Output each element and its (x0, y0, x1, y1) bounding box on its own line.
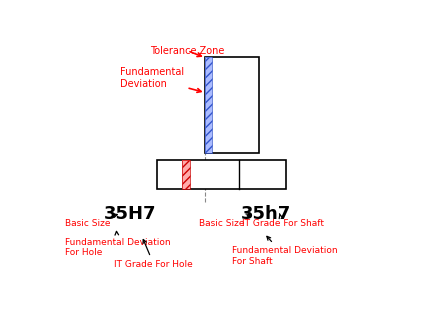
Text: IT Grade For Hole: IT Grade For Hole (114, 240, 193, 269)
Text: Tolerance Zone: Tolerance Zone (150, 46, 224, 56)
Text: Basic Size: Basic Size (65, 214, 117, 228)
Bar (182, 160, 190, 189)
Text: Fundamental Deviation
For Hole: Fundamental Deviation For Hole (65, 232, 170, 257)
Bar (204, 57, 212, 153)
Bar (157, 160, 286, 189)
Text: Fundamental
Deviation: Fundamental Deviation (119, 67, 201, 92)
Bar (204, 57, 212, 153)
Text: 35H7: 35H7 (103, 205, 155, 223)
Text: Basic Size: Basic Size (199, 214, 249, 228)
Text: 35h7: 35h7 (240, 205, 290, 223)
Text: Fundamental Deviation
For Shaft: Fundamental Deviation For Shaft (231, 236, 337, 266)
Bar (182, 160, 190, 189)
Text: IT Grade For Shaft: IT Grade For Shaft (241, 214, 323, 228)
Bar (204, 57, 258, 153)
